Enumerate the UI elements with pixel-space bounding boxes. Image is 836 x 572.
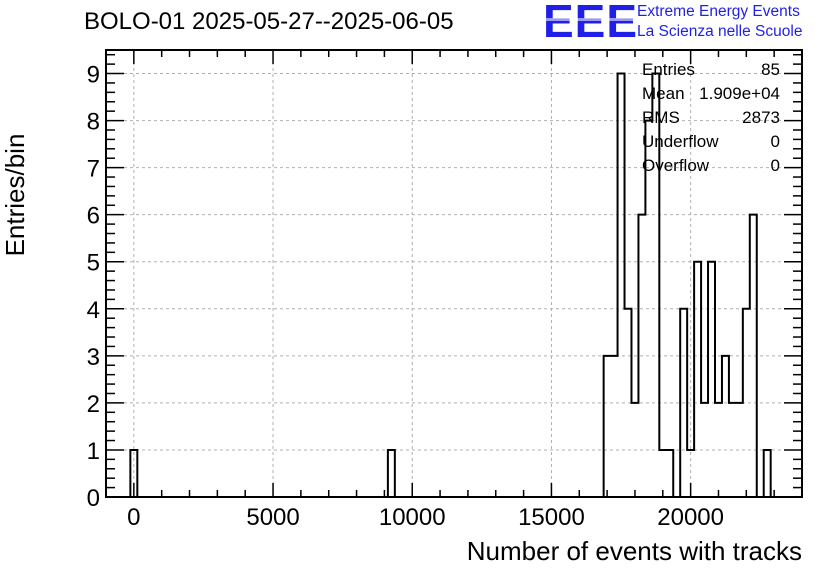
stat-label: RMS — [642, 108, 680, 127]
stat-label: Mean — [642, 84, 685, 103]
stat-label: Entries — [642, 60, 695, 79]
stat-label: Overflow — [642, 156, 710, 175]
stat-value: 0 — [770, 156, 780, 175]
stat-value: 2873 — [742, 108, 780, 127]
histogram-bin — [659, 450, 666, 497]
y-axis-label: Entries/bin — [0, 133, 30, 257]
stat-row-underflow: Underflow 0 — [640, 130, 780, 154]
x-tick-label: 15000 — [518, 504, 585, 531]
histogram-bin — [694, 262, 701, 497]
histogram-bin — [708, 262, 715, 497]
stat-label: Underflow — [642, 132, 719, 151]
stat-row-mean: Mean 1.909e+04 — [640, 82, 780, 106]
stat-row-overflow: Overflow 0 — [640, 154, 780, 178]
histogram-bin — [666, 450, 673, 497]
y-tick-label: 5 — [87, 250, 100, 277]
stat-value: 0 — [770, 132, 780, 151]
y-tick-label: 3 — [87, 344, 100, 371]
logo-line-2: La Scienza nelle Scuole — [637, 23, 803, 40]
y-tick-label: 4 — [87, 297, 100, 324]
y-tick-label: 1 — [87, 438, 100, 465]
y-tick-label: 8 — [87, 109, 100, 136]
y-tick-label: 6 — [87, 203, 100, 230]
histogram-bin — [604, 356, 611, 497]
histogram-bin — [388, 450, 395, 497]
histogram-bin — [618, 74, 625, 497]
axis-tick-labels: 0 5000 10000 15000 20000 0 1 2 3 4 5 6 7 8 9 — [87, 62, 724, 531]
y-axis-label-wrap: Entries/bin — [0, 134, 34, 257]
stat-row-entries: Entries 85 — [640, 58, 780, 82]
x-tick-label: 10000 — [379, 504, 446, 531]
stat-value: 1.909e+04 — [699, 84, 780, 103]
y-tick-label: 2 — [87, 391, 100, 418]
histogram-step-line — [129, 72, 772, 498]
histogram-bin — [722, 356, 729, 497]
y-tick-label: 7 — [87, 156, 100, 183]
eee-logo-mark: EEE — [543, 0, 639, 47]
plot-frame — [105, 49, 803, 498]
chart-title: BOLO-01 2025-05-27--2025-06-05 — [84, 8, 454, 35]
grid-lines — [106, 50, 802, 497]
logo-line-1: Extreme Energy Events — [637, 3, 800, 20]
stats-box: Entries 85 Mean 1.909e+04 RMS 2873 Under… — [640, 58, 780, 178]
y-tick-label: 0 — [87, 485, 100, 512]
histogram-bin — [764, 450, 771, 497]
x-tick-label: 20000 — [657, 504, 724, 531]
x-tick-label: 0 — [127, 504, 140, 531]
axis-ticks — [105, 50, 803, 498]
stat-row-rms: RMS 2873 — [640, 106, 780, 130]
y-tick-label: 9 — [87, 62, 100, 89]
eee-logo: EEE Extreme Energy Events La Scienza nel… — [543, 0, 833, 44]
histogram-bin — [611, 356, 618, 497]
x-axis-label: Number of events with tracks — [466, 536, 802, 566]
x-tick-label: 5000 — [246, 504, 299, 531]
stat-value: 85 — [761, 60, 780, 79]
